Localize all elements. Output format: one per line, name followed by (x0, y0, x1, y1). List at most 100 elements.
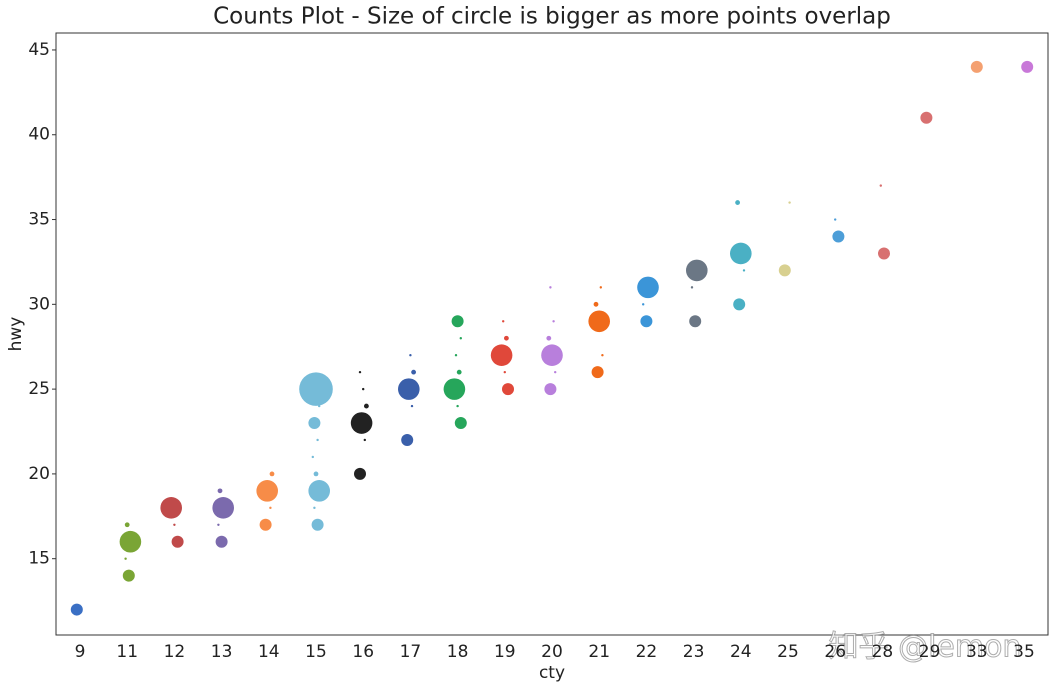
point (269, 471, 275, 477)
x-tick-label: 19 (494, 642, 516, 662)
point (217, 488, 223, 494)
x-tick-label: 21 (588, 642, 610, 662)
x-tick-label: 23 (683, 642, 705, 662)
x-tick-label: 22 (636, 642, 658, 662)
point (363, 438, 366, 442)
point (742, 269, 746, 272)
point (217, 523, 220, 526)
x-tick-label: 16 (352, 642, 374, 662)
plot-frame (55, 32, 1049, 636)
point (591, 366, 604, 379)
y-tick-label: 30 (28, 294, 50, 314)
point (456, 404, 459, 408)
point (593, 301, 599, 307)
point (364, 403, 369, 409)
y-tick-label: 25 (28, 379, 50, 399)
point (269, 506, 272, 510)
point (409, 353, 412, 357)
point (124, 522, 130, 528)
point (212, 497, 234, 519)
point (362, 387, 365, 391)
point (878, 247, 890, 260)
point (173, 523, 176, 526)
point (313, 471, 319, 477)
x-tick-label: 25 (777, 642, 799, 662)
y-tick-label: 35 (28, 210, 50, 230)
x-tick-label: 28 (872, 642, 894, 662)
point (454, 353, 458, 357)
point (313, 506, 316, 510)
y-tick-label: 15 (28, 549, 50, 569)
y-tick-label: 45 (28, 40, 50, 60)
point (358, 370, 362, 374)
y-tick-label: 40 (28, 125, 50, 145)
point (350, 412, 373, 434)
point (554, 370, 557, 374)
y-axis-label: hwy (6, 317, 26, 352)
point (637, 276, 659, 299)
point (601, 353, 604, 357)
x-tick-label: 26 (824, 642, 846, 662)
point (215, 535, 228, 548)
x-tick-label: 35 (1013, 642, 1035, 662)
point (834, 218, 837, 221)
x-tick-label: 15 (305, 642, 327, 662)
point (544, 383, 557, 396)
x-tick-label: 29 (919, 642, 941, 662)
point (588, 310, 610, 333)
chart-title: Counts Plot - Size of circle is bigger a… (213, 4, 891, 30)
x-tick-label: 18 (447, 642, 469, 662)
point (451, 315, 464, 328)
point (119, 530, 142, 553)
point (970, 60, 983, 73)
point (354, 467, 366, 480)
point (640, 315, 653, 328)
point (456, 369, 462, 375)
point (642, 303, 645, 306)
point (504, 335, 509, 341)
point (160, 497, 182, 519)
point (308, 480, 331, 502)
x-axis-label: cty (539, 663, 565, 683)
y-tick-label: 20 (28, 464, 50, 484)
points (70, 60, 1034, 616)
point (733, 298, 746, 311)
point (788, 201, 791, 204)
point (398, 378, 420, 400)
point (459, 337, 462, 340)
point (70, 603, 83, 616)
point (411, 369, 416, 375)
x-tick-label: 24 (730, 642, 752, 662)
point (879, 184, 882, 187)
x-tick-label: 13 (211, 642, 233, 662)
point (124, 557, 127, 560)
x-tick-label: 33 (966, 642, 988, 662)
point (401, 433, 414, 446)
point (599, 286, 602, 289)
point (689, 315, 702, 328)
point (546, 335, 552, 341)
point (443, 378, 466, 400)
point (311, 455, 314, 459)
point (308, 417, 321, 430)
point (490, 344, 513, 366)
watermark: 知乎 @lemon (829, 630, 1022, 665)
point (410, 404, 414, 408)
point (299, 372, 333, 406)
point (735, 200, 740, 205)
point (552, 320, 555, 323)
point (311, 518, 324, 531)
x-tick-label: 12 (164, 642, 186, 662)
point (503, 370, 506, 374)
point (690, 286, 694, 289)
x-tick-label: 14 (258, 642, 280, 662)
x-tick-label: 20 (541, 642, 563, 662)
point (920, 111, 933, 124)
point (541, 344, 563, 366)
point (502, 383, 514, 396)
x-tick-label: 9 (75, 642, 86, 662)
point (316, 438, 319, 442)
point (549, 286, 552, 289)
x-tick-label: 17 (400, 642, 422, 662)
